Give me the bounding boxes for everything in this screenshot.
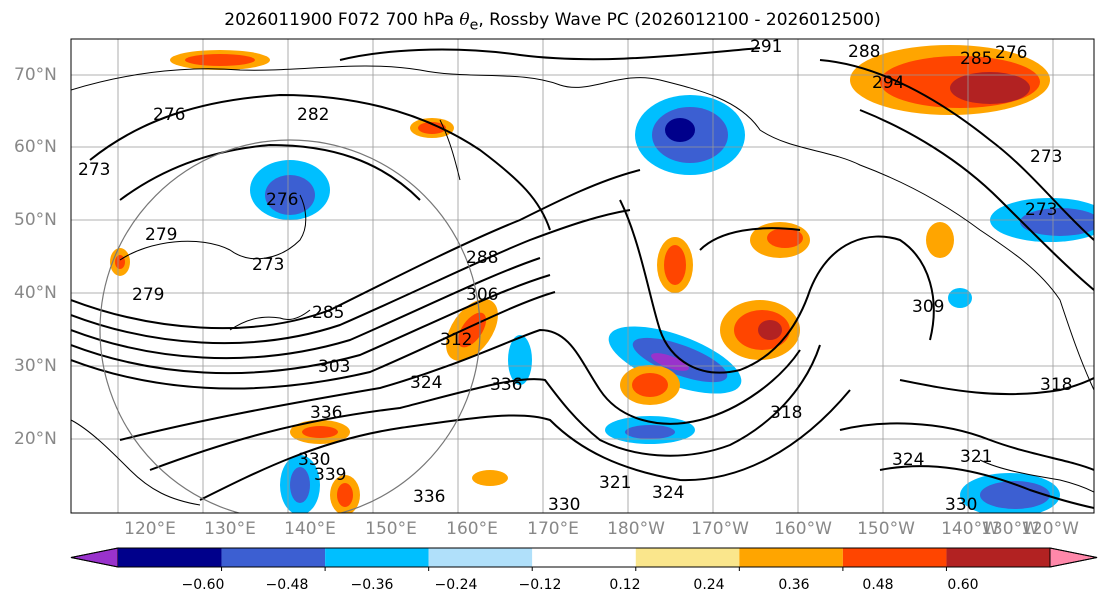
contour-label: 273: [1030, 147, 1062, 167]
anomaly-shading: [110, 45, 1094, 513]
contour-label: 330: [945, 495, 977, 515]
lon-label: 130°E: [204, 519, 256, 539]
contour-label: 285: [960, 49, 992, 69]
lat-label-50n: 50°N: [14, 210, 57, 230]
lon-label: 130°W: [981, 519, 1039, 539]
contour-label: 321: [960, 447, 992, 467]
colorbar-tick: −0.60: [181, 577, 225, 593]
colorbar-bin: [946, 548, 1050, 567]
colorbar-tick: −0.48: [265, 577, 309, 593]
colorbar-tick: 0.36: [778, 577, 810, 593]
lon-label: 140°W: [941, 519, 999, 539]
figure-title: 2026011900 F072 700 hPa θe, Rossby Wave …: [224, 10, 881, 34]
contour-label: 339: [314, 465, 346, 485]
contour-label: 273: [1025, 200, 1057, 220]
contour-label: 285: [312, 303, 344, 323]
lon-label: 170°E: [527, 519, 579, 539]
lon-label: 160°W: [774, 519, 832, 539]
lat-label-30n: 30°N: [14, 356, 57, 376]
colorbar-tick: −0.12: [518, 577, 562, 593]
contour-label: 303: [318, 357, 350, 377]
lat-label-60n: 60°N: [14, 137, 57, 157]
lon-label: 120°W: [1021, 519, 1079, 539]
contour-label: 273: [252, 255, 284, 275]
contour-label: 330: [548, 495, 580, 515]
colorbar-bin: [325, 548, 429, 567]
colorbar-bin: [842, 548, 947, 567]
contour-label: 279: [132, 285, 164, 305]
contour-label: 291: [750, 37, 782, 57]
contour-label: 318: [770, 403, 802, 423]
colorbar-tick: −0.36: [350, 577, 394, 593]
lon-label: 120°E: [124, 519, 176, 539]
colorbar-tick: −0.24: [434, 577, 478, 593]
lon-label: 140°E: [284, 519, 336, 539]
map-frame: [70, 38, 1095, 514]
colorbar-tick: 0.60: [947, 577, 979, 593]
colorbar-bin: [118, 548, 222, 567]
lat-label-40n: 40°N: [14, 283, 57, 303]
colorbar-extend-high: [1049, 547, 1098, 568]
lon-label: 160°E: [446, 519, 498, 539]
theta-e-contours: [71, 47, 1094, 509]
colorbar: [70, 547, 1098, 571]
colorbar-bin: [532, 548, 636, 567]
lon-label: 180°W: [607, 519, 665, 539]
lat-label-20n: 20°N: [14, 429, 57, 449]
colorbar-bin: [428, 548, 533, 567]
lat-label-70n: 70°N: [14, 65, 57, 85]
contour-label: 276: [266, 190, 298, 210]
contour-label: 336: [413, 487, 445, 507]
colorbar-outline: [70, 547, 1098, 568]
contour-label: 330: [298, 450, 330, 470]
contour-label: 279: [145, 225, 177, 245]
contour-label: 324: [410, 373, 442, 393]
contour-label: 288: [466, 248, 498, 268]
contour-label: 276: [995, 43, 1027, 63]
contour-label: 321: [599, 473, 631, 493]
contour-label: 294: [872, 73, 904, 93]
contour-label: 276: [153, 105, 185, 125]
colorbar-tick: 0.48: [862, 577, 894, 593]
colorbar-extend-low: [70, 547, 119, 568]
contour-label: 336: [310, 403, 342, 423]
contour-label: 318: [1040, 375, 1072, 395]
lon-label: 150°W: [857, 519, 915, 539]
lon-label: 170°W: [691, 519, 749, 539]
contour-label-group: 291 288 285 276 294 276 282 273 279 276 …: [78, 37, 1072, 515]
contour-label: 273: [78, 160, 110, 180]
colorbar-tick: 0.24: [693, 577, 725, 593]
contour-label: 336: [490, 375, 522, 395]
contour-label: 309: [912, 297, 944, 317]
map-background: [71, 39, 1094, 513]
contour-label: 282: [297, 105, 329, 125]
contour-label: 306: [466, 285, 498, 305]
colorbar-bin: [739, 548, 843, 567]
reference-circle: [99, 139, 481, 513]
contour-label: 324: [652, 483, 684, 503]
lon-label: 150°E: [365, 519, 417, 539]
contour-label: 288: [848, 42, 880, 62]
contour-label: 324: [892, 450, 924, 470]
colorbar-bin: [221, 548, 326, 567]
colorbar-tick: 0.12: [609, 577, 641, 593]
coastlines: [71, 65, 1094, 506]
contour-label: 312: [440, 330, 472, 350]
colorbar-bin: [635, 548, 740, 567]
